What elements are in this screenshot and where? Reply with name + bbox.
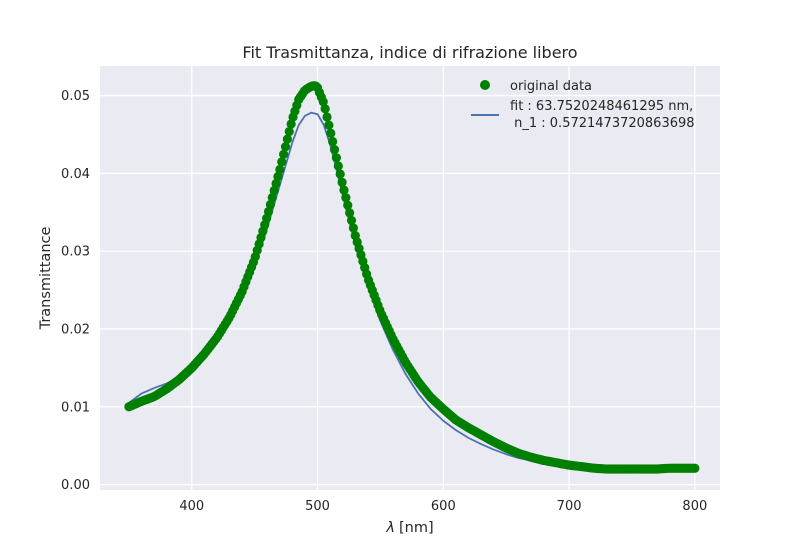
data-point bbox=[318, 97, 328, 107]
data-point bbox=[331, 153, 342, 163]
x-axis-label: λ [nm] bbox=[385, 520, 433, 536]
data-point bbox=[279, 149, 289, 159]
data-point bbox=[322, 112, 332, 122]
data-point bbox=[269, 185, 279, 196]
data-point bbox=[265, 199, 276, 210]
data-point bbox=[341, 193, 351, 203]
data-point bbox=[282, 134, 292, 144]
data-point bbox=[335, 169, 345, 179]
y-tick-label: 0.03 bbox=[61, 245, 90, 260]
y-tick-label: 0.04 bbox=[61, 167, 90, 182]
x-axis-symbol: λ bbox=[385, 520, 395, 536]
x-axis-unit: [nm] bbox=[399, 520, 434, 536]
chart-title: Fit Trasmittanza, indice di rifrazione l… bbox=[242, 43, 577, 62]
data-point bbox=[346, 215, 357, 226]
x-tick-label: 600 bbox=[431, 499, 456, 514]
x-tick-label: 500 bbox=[305, 499, 330, 514]
x-tick-label: 400 bbox=[179, 499, 204, 514]
data-point bbox=[320, 104, 330, 114]
x-tick-labels: 400 500 600 700 800 bbox=[179, 499, 707, 514]
grid-lines bbox=[100, 66, 720, 490]
x-tick-label: 700 bbox=[557, 499, 582, 514]
data-point bbox=[690, 463, 700, 473]
data-point bbox=[275, 164, 285, 175]
data-point bbox=[273, 171, 283, 182]
data-point bbox=[343, 200, 353, 210]
data-point bbox=[326, 128, 336, 138]
x-tick-label: 800 bbox=[682, 499, 707, 514]
data-point bbox=[328, 136, 338, 147]
y-axis-label: Transmittance bbox=[38, 227, 54, 331]
legend-marker-original-data bbox=[480, 80, 490, 90]
data-point bbox=[286, 119, 296, 129]
data-point bbox=[263, 206, 274, 217]
y-tick-label: 0.00 bbox=[61, 478, 90, 493]
data-point bbox=[284, 126, 294, 137]
y-tick-label: 0.02 bbox=[61, 322, 90, 337]
data-point bbox=[337, 177, 347, 187]
data-point bbox=[345, 208, 355, 218]
y-tick-labels: 0.00 0.01 0.02 0.03 0.04 0.05 bbox=[61, 89, 90, 493]
legend-label-fit-line2: n_1 : 0.5721473720863698 bbox=[510, 116, 695, 131]
plot-area bbox=[100, 66, 720, 490]
data-point bbox=[324, 120, 334, 130]
legend-label-original-data: original data bbox=[510, 79, 592, 94]
y-tick-label: 0.01 bbox=[61, 400, 90, 415]
data-point bbox=[329, 145, 340, 155]
data-point bbox=[348, 223, 359, 233]
data-point bbox=[333, 161, 343, 171]
data-point bbox=[277, 157, 287, 167]
legend: original data fit : 63.7520248461295 nm,… bbox=[471, 79, 695, 131]
y-tick-label: 0.05 bbox=[61, 89, 90, 104]
data-series-layer bbox=[124, 81, 700, 474]
data-point bbox=[271, 178, 281, 189]
data-point bbox=[280, 142, 291, 152]
legend-label-fit-line1: fit : 63.7520248461295 nm, bbox=[510, 99, 693, 114]
data-point bbox=[339, 185, 349, 195]
data-point bbox=[267, 192, 277, 203]
